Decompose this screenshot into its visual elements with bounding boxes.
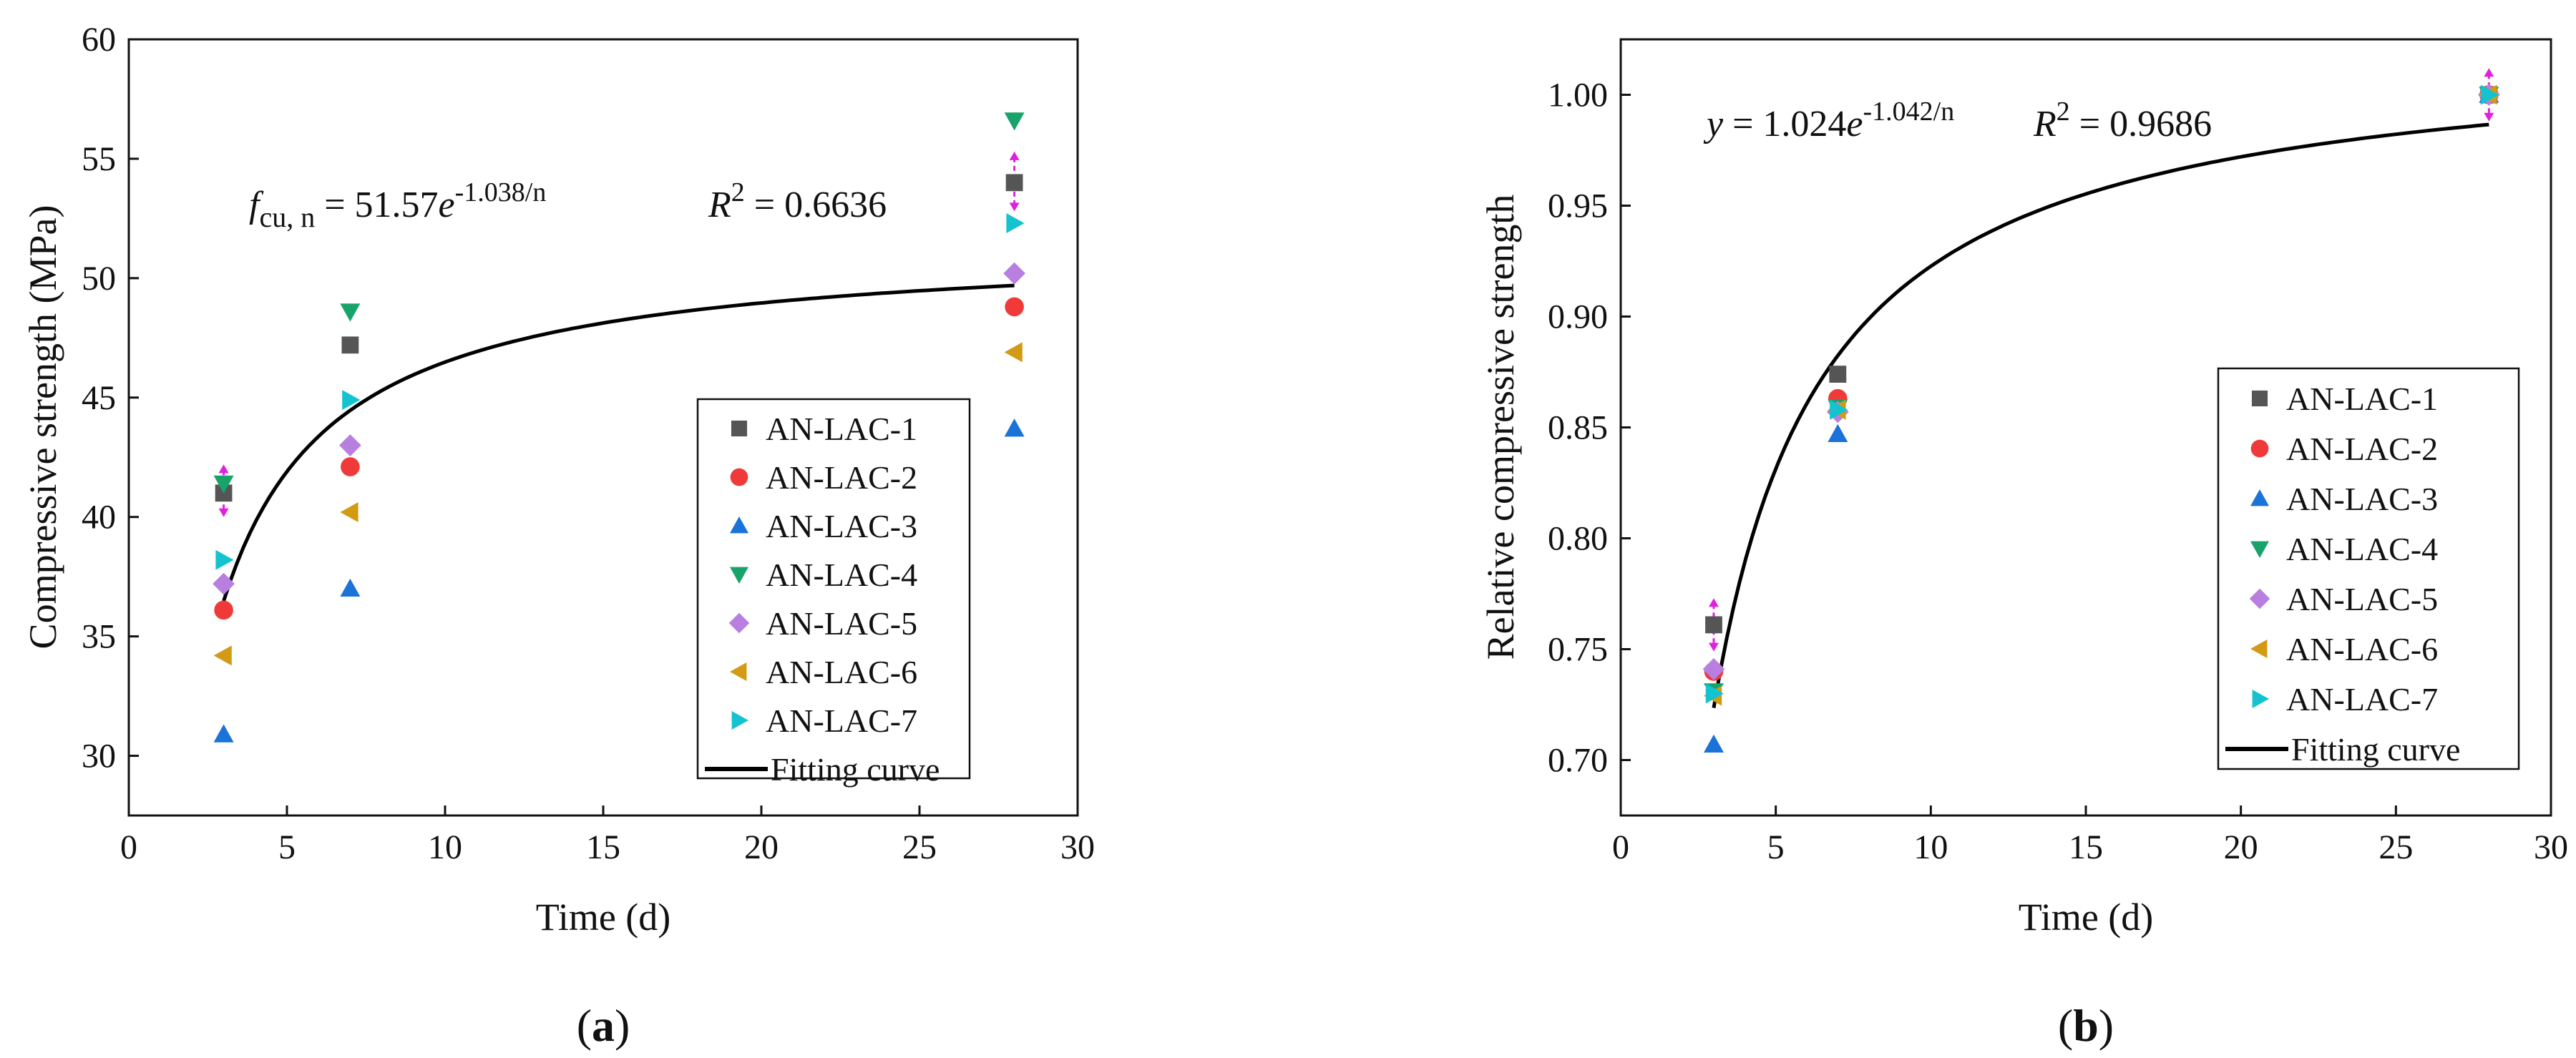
error-bar-cap-bottom xyxy=(1010,202,1020,211)
legend-marker xyxy=(731,421,747,436)
r-squared: R2 = 0.6636 xyxy=(708,177,887,225)
data-point xyxy=(1003,263,1025,285)
r-squared: R2 = 0.9686 xyxy=(2033,97,2212,145)
legend-label: AN-LAC-1 xyxy=(2286,381,2438,417)
x-tick-label: 0 xyxy=(1612,828,1629,866)
legend-label: AN-LAC-4 xyxy=(766,557,917,593)
panel-b-relative-strength-chart: 0 5 10 15 20 25 30 0.70 0.75 0.80 0.85 0.90 0.95 1.00… xyxy=(1479,39,2568,1051)
data-point xyxy=(339,434,361,456)
fit-equation: fcu, n = 51.57e-1.038/n xyxy=(249,177,546,233)
data-point xyxy=(1005,112,1025,130)
legend-label: AN-LAC-5 xyxy=(2286,581,2438,617)
x-tick-label: 20 xyxy=(2224,828,2258,866)
data-point xyxy=(340,303,360,321)
y-tick-label: 1.00 xyxy=(1548,77,1608,114)
data-point xyxy=(214,601,233,620)
y-tick-label: 0.95 xyxy=(1548,187,1608,225)
x-tick-label: 0 xyxy=(120,828,137,866)
y-tick-label: 55 xyxy=(82,140,116,178)
legend-label: AN-LAC-1 xyxy=(766,411,917,447)
y-tick-label: 50 xyxy=(82,260,116,298)
data-point xyxy=(214,724,234,742)
data-point xyxy=(1828,424,1848,442)
data-point xyxy=(1006,213,1024,233)
x-tick-label: 25 xyxy=(2379,828,2413,866)
error-bar-cap-bottom xyxy=(2484,113,2494,122)
x-tick-label: 5 xyxy=(1767,828,1785,866)
data-point xyxy=(1006,174,1023,191)
y-tick-label: 60 xyxy=(82,21,116,59)
legend-label: AN-LAC-4 xyxy=(2286,531,2438,567)
x-tick-label: 10 xyxy=(1913,828,1948,866)
error-bar-cap-top xyxy=(2484,68,2494,77)
error-bar-cap-bottom xyxy=(219,509,229,517)
legend-label: AN-LAC-7 xyxy=(2286,681,2438,717)
y-axis-label: Relative compressive strength xyxy=(1479,195,1522,660)
legend-label: AN-LAC-5 xyxy=(766,605,917,642)
y-tick-label: 0.90 xyxy=(1548,298,1608,336)
data-point xyxy=(1829,366,1846,383)
legend-label: AN-LAC-2 xyxy=(2286,431,2438,467)
x-tick-label: 30 xyxy=(2534,828,2568,866)
legend-label: AN-LAC-3 xyxy=(766,508,917,544)
x-axis-label: Time (d) xyxy=(536,896,671,939)
x-tick-label: 15 xyxy=(2069,828,2103,866)
legend-label: AN-LAC-3 xyxy=(2286,481,2438,517)
y-tick-label: 0.80 xyxy=(1548,520,1608,558)
data-point xyxy=(1005,298,1024,317)
legend: AN-LAC-1 AN-LAC-2 AN-LAC-3 AN-LAC-4 AN-LAC-5… xyxy=(698,399,970,788)
panel-label: (a) xyxy=(577,1000,630,1051)
legend-label: Fitting curve xyxy=(2291,731,2460,768)
error-bar-cap-top xyxy=(1010,152,1020,160)
data-point xyxy=(341,457,360,476)
error-bar-cap-top xyxy=(219,464,229,473)
legend-label: Fitting curve xyxy=(771,751,940,788)
legend-marker xyxy=(731,469,748,486)
data-point xyxy=(1005,418,1025,436)
y-tick-label: 0.75 xyxy=(1548,631,1608,669)
y-tick-label: 30 xyxy=(82,738,116,775)
panel-a-compressive-strength-chart: 0 5 10 15 20 25 30 30 35 40 45 50 55 60 Time (d) Comp… xyxy=(21,21,1095,1051)
figure: 0 5 10 15 20 25 3030354045505560 Time (d) Comp… xyxy=(0,0,2576,1058)
data-point xyxy=(1005,342,1023,362)
x-tick-label: 10 xyxy=(428,828,462,866)
legend-marker xyxy=(2252,391,2268,406)
x-tick-label: 15 xyxy=(586,828,620,866)
x-axis-label: Time (d) xyxy=(2019,896,2154,939)
data-point xyxy=(1705,617,1722,634)
legend-label: AN-LAC-2 xyxy=(766,459,917,496)
panel-label: (b) xyxy=(2058,1000,2114,1051)
y-axis-label: Compressive strength (MPa) xyxy=(21,205,64,650)
error-bar-cap-top xyxy=(1709,598,1719,607)
y-tick-label: 35 xyxy=(82,618,116,656)
fit-equation: y = 1.024e-1.042/n xyxy=(1703,97,1954,145)
legend: AN-LAC-1 AN-LAC-2 AN-LAC-3 AN-LAC-4 AN-LAC-5… xyxy=(2218,368,2519,769)
x-tick-label: 30 xyxy=(1060,828,1095,866)
y-tick-label: 40 xyxy=(82,499,116,537)
y-tick-label: 0.70 xyxy=(1548,742,1608,780)
legend-label: AN-LAC-7 xyxy=(766,702,917,739)
legend-label: AN-LAC-6 xyxy=(2286,631,2438,667)
legend-marker xyxy=(2251,440,2269,458)
data-point xyxy=(1704,735,1724,753)
data-point xyxy=(340,579,360,597)
y-tick-label: 45 xyxy=(82,379,116,417)
y-tick-label: 0.85 xyxy=(1548,409,1608,447)
x-tick-label: 25 xyxy=(902,828,937,866)
legend-label: AN-LAC-6 xyxy=(766,654,917,690)
data-point xyxy=(215,550,233,570)
data-point xyxy=(340,502,358,522)
data-point xyxy=(214,645,232,665)
x-tick-label: 20 xyxy=(744,828,779,866)
x-tick-label: 5 xyxy=(278,828,296,866)
error-bar-cap-bottom xyxy=(1709,643,1719,652)
data-point xyxy=(342,336,359,353)
